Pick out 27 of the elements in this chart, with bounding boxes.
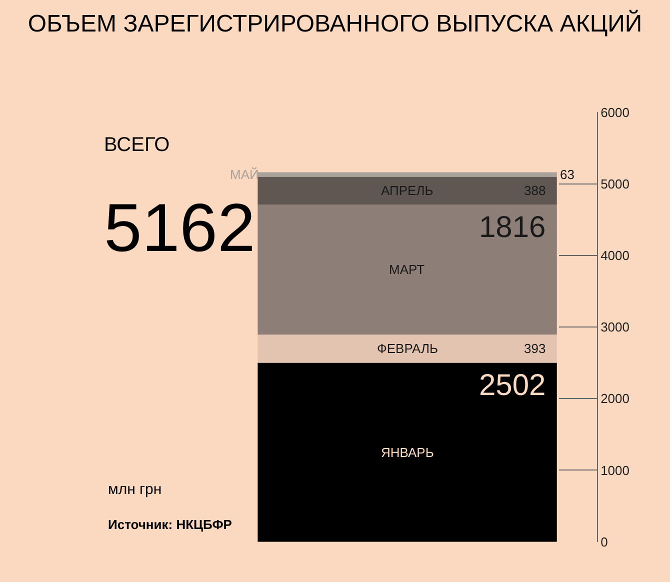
y-tick-label: 0 bbox=[600, 534, 608, 550]
data-label: 393 bbox=[524, 341, 546, 356]
y-tick-label: 2000 bbox=[600, 391, 630, 406]
total-label: 5162 bbox=[104, 190, 256, 266]
bar bbox=[258, 334, 557, 363]
y-tick-label: 6000 bbox=[600, 104, 630, 120]
series-label: АПРЕЛЬ bbox=[381, 183, 434, 198]
data-label: 63 bbox=[560, 167, 574, 182]
series-label: МАЙ bbox=[230, 167, 259, 182]
text: Источник: НКЦБФР bbox=[108, 517, 232, 532]
data-label: 2502 bbox=[479, 369, 546, 402]
chart-title: ОБЪЕМ ЗАРЕГИСТРИРОВАННОГО ВЫПУСКА АКЦИЙ bbox=[28, 10, 642, 38]
series-label: ЯНВАРЬ bbox=[381, 445, 434, 460]
series-label: ФЕВРАЛЬ bbox=[377, 341, 438, 356]
y-tick-label: 1000 bbox=[600, 462, 630, 478]
y-tick-label: 5000 bbox=[600, 176, 630, 192]
text: млн грн bbox=[108, 481, 162, 498]
bar bbox=[258, 176, 557, 205]
y-tick-label: 4000 bbox=[600, 248, 630, 263]
bar bbox=[258, 362, 557, 542]
data-label: 388 bbox=[524, 183, 546, 198]
text: ВСЕГО bbox=[104, 134, 170, 156]
y-tick-label: 3000 bbox=[600, 320, 630, 335]
bar bbox=[258, 204, 557, 335]
series-label: МАРТ bbox=[389, 262, 425, 277]
data-label: 1816 bbox=[479, 211, 546, 244]
bar bbox=[258, 172, 557, 177]
